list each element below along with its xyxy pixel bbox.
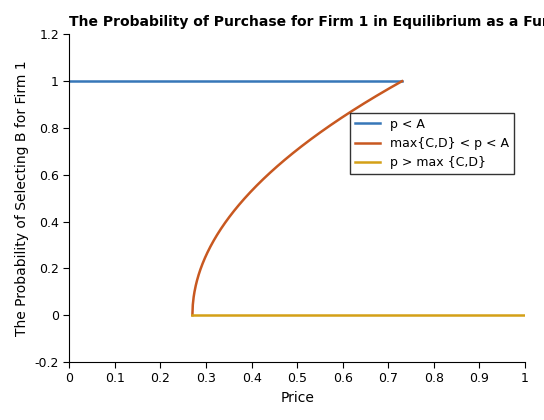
p < A bbox=[224, 79, 231, 84]
X-axis label: Price: Price bbox=[280, 391, 314, 405]
p > max {C,D} bbox=[189, 313, 196, 318]
p < A bbox=[391, 79, 397, 84]
p < A bbox=[246, 79, 252, 84]
max{C,D} < p < A bbox=[290, 150, 296, 155]
max{C,D} < p < A bbox=[361, 101, 368, 106]
p < A bbox=[399, 79, 405, 84]
max{C,D} < p < A bbox=[314, 132, 320, 137]
p < A bbox=[264, 79, 270, 84]
p > max {C,D} bbox=[347, 313, 354, 318]
p > max {C,D} bbox=[514, 313, 520, 318]
p < A bbox=[226, 79, 233, 84]
max{C,D} < p < A bbox=[399, 79, 405, 84]
p > max {C,D} bbox=[522, 313, 528, 318]
max{C,D} < p < A bbox=[394, 81, 400, 87]
max{C,D} < p < A bbox=[289, 151, 295, 156]
max{C,D} < p < A bbox=[302, 141, 309, 146]
Text: The Probability of Purchase for Firm 1 in Equilibrium as a Function of Price: The Probability of Purchase for Firm 1 i… bbox=[69, 15, 544, 29]
Y-axis label: The Probability of Selecting B for Firm 1: The Probability of Selecting B for Firm … bbox=[15, 60, 29, 336]
p < A bbox=[66, 79, 72, 84]
p > max {C,D} bbox=[369, 313, 376, 318]
Line: max{C,D} < p < A: max{C,D} < p < A bbox=[193, 81, 402, 315]
max{C,D} < p < A bbox=[189, 313, 196, 318]
p > max {C,D} bbox=[387, 313, 394, 318]
Legend: p < A, max{C,D} < p < A, p > max {C,D}: p < A, max{C,D} < p < A, p > max {C,D} bbox=[350, 113, 514, 174]
p > max {C,D} bbox=[462, 313, 468, 318]
p < A bbox=[339, 79, 345, 84]
p > max {C,D} bbox=[349, 313, 356, 318]
